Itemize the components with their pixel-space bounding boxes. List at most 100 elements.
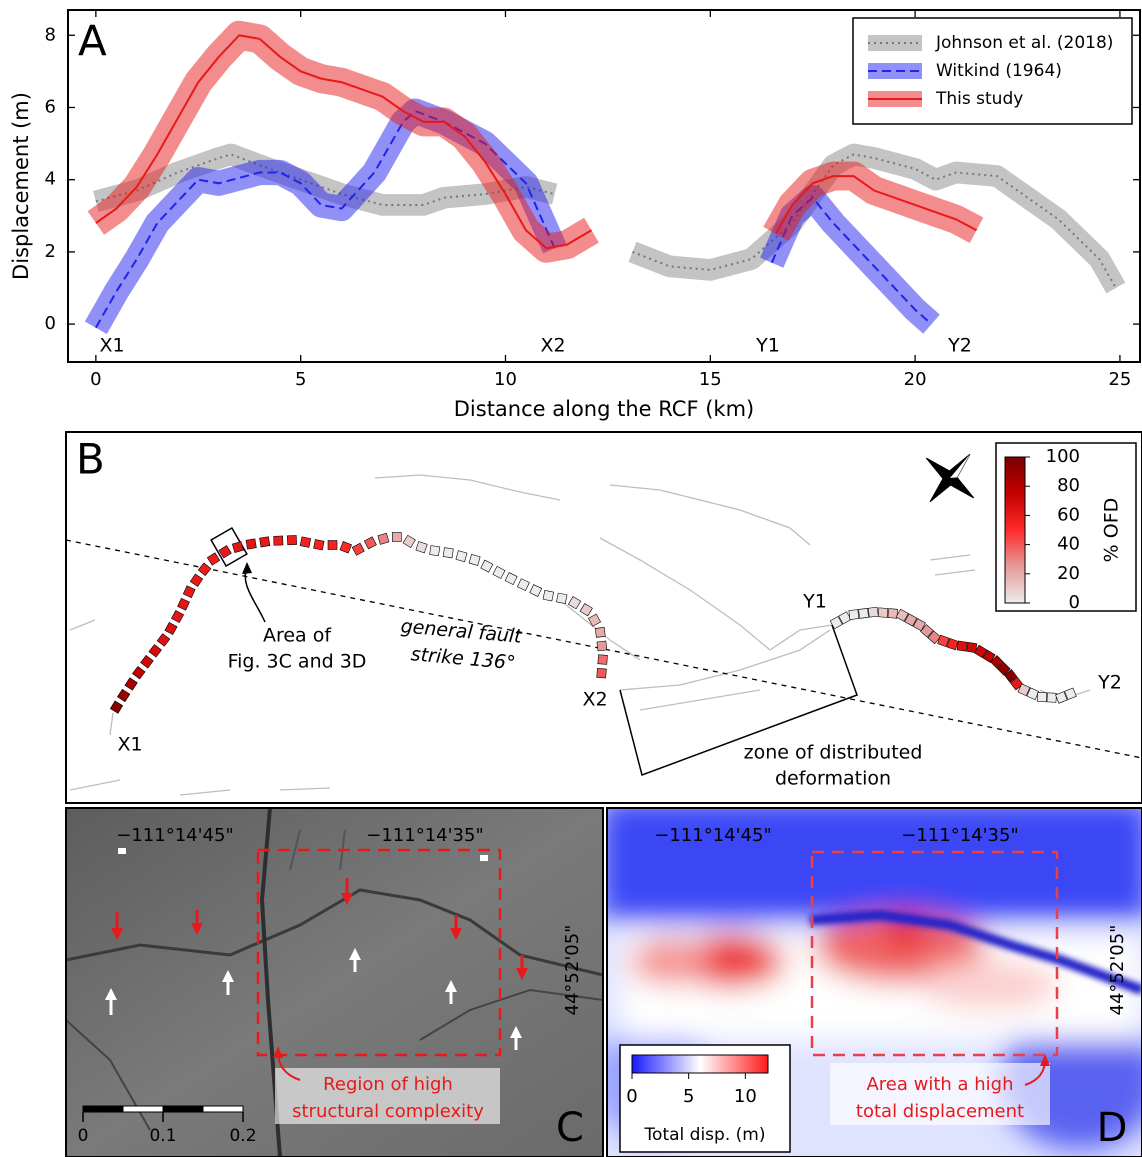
scale-bar-segment <box>122 1105 164 1113</box>
panel-label: C <box>556 1105 584 1151</box>
trace-label: Y1 <box>802 591 827 613</box>
ofd-marker <box>1036 692 1047 703</box>
ofd-marker <box>286 535 297 546</box>
point-label: X2 <box>540 335 565 357</box>
panel-label: A <box>78 17 107 66</box>
ofd-marker <box>982 649 996 663</box>
colorbar-tick-label: 40 <box>1057 534 1080 555</box>
series-line <box>94 109 933 329</box>
ofd-marker <box>1055 691 1068 704</box>
annotation: Fig. 3C and 3D <box>228 651 367 673</box>
ofd-marker <box>339 541 352 554</box>
y-tick-label: 6 <box>45 96 56 117</box>
series-line <box>95 153 1117 289</box>
ofd-marker <box>171 610 185 624</box>
ofd-marker <box>455 550 468 563</box>
panel-b-background <box>69 474 1091 796</box>
ofd-marker <box>596 668 607 679</box>
area-arrow <box>244 565 266 623</box>
ofd-marker <box>504 572 518 586</box>
colorbar-tick-label: 60 <box>1057 504 1080 525</box>
ofd-marker <box>245 538 257 550</box>
ofd-marker <box>904 613 918 627</box>
series-line <box>95 34 978 250</box>
red-arrows <box>111 878 528 980</box>
ofd-marker <box>542 590 554 602</box>
longitude-label: −111°14'35" <box>901 825 1018 846</box>
ofd-marker <box>392 532 402 542</box>
ofd-marker <box>974 644 988 658</box>
annotation: structural complexity <box>292 1101 484 1122</box>
ofd-marker <box>132 665 146 680</box>
ofd-marker <box>556 592 568 604</box>
ofd-marker <box>1017 683 1031 697</box>
trace-label: X2 <box>582 689 607 711</box>
latitude-label: 44°52'05" <box>1107 925 1128 1016</box>
ofd-marker <box>594 627 606 638</box>
ofd-marker <box>529 584 543 597</box>
ofd-marker <box>415 541 428 554</box>
scale-tick-label: 0.1 <box>149 1126 176 1146</box>
ofd-marker <box>517 578 530 592</box>
ofd-marker <box>259 536 271 548</box>
note-arrow-head-d <box>1040 1054 1050 1066</box>
ofd-marker <box>442 547 454 559</box>
annotation: Area of <box>263 625 332 647</box>
ofd-marker <box>273 535 284 546</box>
ofd-marker <box>1009 676 1024 691</box>
ofd-marker <box>848 609 860 620</box>
longitude-label: −111°14'35" <box>366 825 483 846</box>
ofd-marker <box>567 596 582 610</box>
ofd-marker <box>927 630 942 645</box>
scale-tick-label: 0 <box>78 1126 89 1146</box>
ofd-marker <box>990 655 1004 669</box>
ofd-marker <box>299 536 312 548</box>
ofd-marker <box>218 545 232 559</box>
colorbar <box>631 1054 769 1074</box>
ofd-marker <box>206 552 221 566</box>
annotation: zone of distributed <box>744 742 923 764</box>
y-tick-label: 0 <box>45 313 56 334</box>
ofd-marker <box>1064 687 1077 701</box>
ofd-marker <box>858 608 869 619</box>
x-tick-label: 15 <box>699 369 722 390</box>
x-tick-label: 0 <box>90 369 101 390</box>
colorbar-tick-label: 100 <box>1046 446 1080 467</box>
ofd-marker <box>946 638 959 651</box>
ofd-marker <box>156 633 171 647</box>
colorbar-label: % OFD <box>1101 498 1123 563</box>
colorbar-tick-label: 0 <box>1069 592 1080 613</box>
ofd-marker <box>579 603 593 617</box>
longitude-label: −111°14'45" <box>654 825 771 846</box>
ofd-marker <box>363 536 377 550</box>
area-arrow-head <box>242 562 252 574</box>
colorbar-tick-label: 20 <box>1057 563 1080 584</box>
ofd-marker <box>124 677 138 691</box>
ofd-marker <box>867 606 879 618</box>
annotation: deformation <box>775 768 891 790</box>
ofd-marker <box>877 607 889 618</box>
colorbar <box>1004 456 1026 604</box>
x-tick-label: 20 <box>904 369 927 390</box>
legend-label: Johnson et al. (2018) <box>935 33 1113 53</box>
note-arrow-head <box>273 1046 283 1058</box>
panel-c-frame <box>65 807 604 1157</box>
panel-a-frame <box>67 9 1141 363</box>
panel-b-frame <box>65 431 1142 804</box>
scale-bar-segment <box>202 1105 244 1113</box>
y-axis-label: Displacement (m) <box>9 92 33 280</box>
ofd-marker <box>148 644 162 658</box>
ofd-marker <box>838 611 852 625</box>
x-tick-label: 5 <box>295 369 306 390</box>
legend-label: Witkind (1964) <box>936 61 1062 81</box>
x-axis-label: Distance along the RCF (km) <box>454 397 754 421</box>
annotation: total displacement <box>856 1101 1024 1122</box>
ofd-marker <box>189 573 204 587</box>
ofd-marker <box>327 540 338 550</box>
annotation: Region of high <box>323 1074 453 1095</box>
ofd-marker <box>351 542 365 556</box>
ofd-marker <box>468 553 481 566</box>
ofd-marker <box>182 585 196 599</box>
annotation: Area with a high <box>866 1074 1013 1095</box>
point-label: Y2 <box>947 335 972 357</box>
